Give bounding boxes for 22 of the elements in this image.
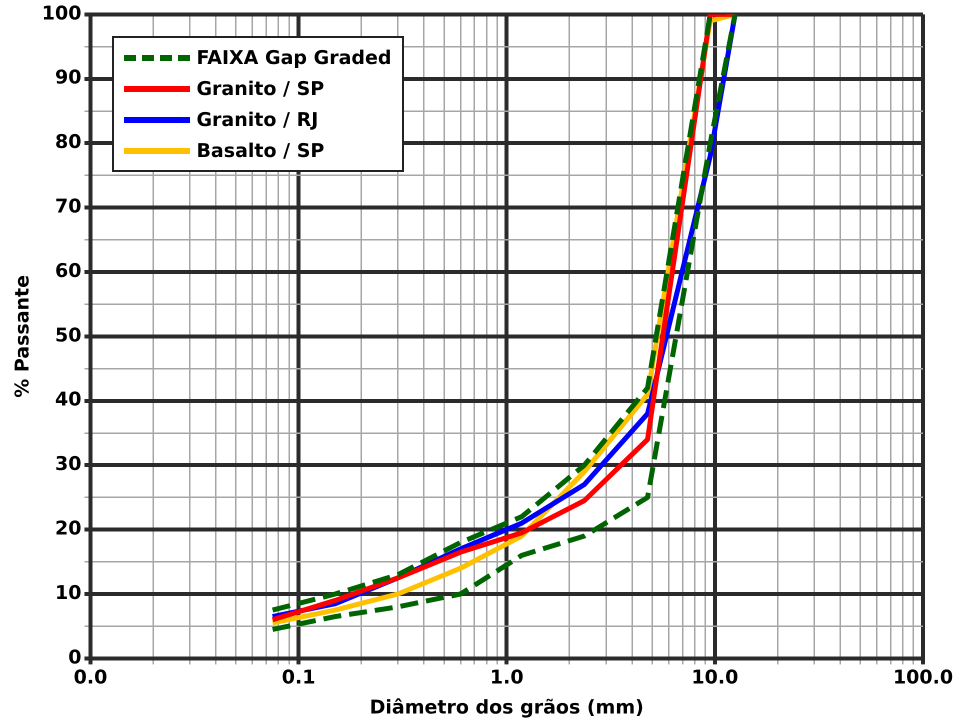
y-axis-title: % Passante (11, 274, 34, 398)
y-tick-label: 70 (55, 196, 82, 218)
x-tick-label: 0.0 (74, 666, 108, 689)
x-tick-label: 100.0 (892, 666, 954, 689)
x-axis-title: Diâmetro dos grãos (mm) (370, 696, 644, 719)
y-tick-label: 80 (55, 131, 82, 154)
x-tick-label: 0.1 (282, 666, 316, 689)
x-tick-label: 10.0 (691, 666, 738, 689)
y-tick-label: 0 (68, 646, 82, 668)
x-tick-label: 1.0 (490, 666, 524, 689)
y-tick-label: 90 (55, 66, 82, 89)
y-tick-label: 30 (55, 453, 82, 476)
y-tick-label: 20 (55, 518, 82, 540)
y-tick-label: 40 (55, 388, 82, 411)
legend-label: Basalto / SP (196, 140, 324, 162)
y-tick-label: 100 (42, 2, 82, 24)
legend-label: FAIXA Gap Graded (196, 46, 392, 69)
y-tick-label: 60 (55, 260, 82, 282)
y-tick-label: 50 (55, 324, 82, 346)
legend-label: Granito / SP (196, 78, 324, 100)
legend-label: Granito / RJ (196, 108, 318, 131)
y-tick-label: 10 (55, 582, 82, 604)
